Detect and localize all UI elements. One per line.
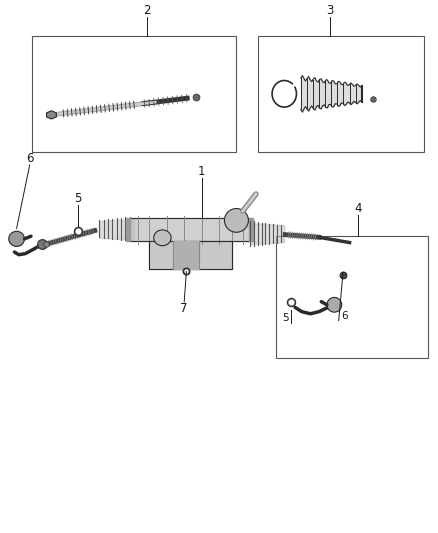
Ellipse shape	[224, 208, 248, 232]
Bar	[32, 36, 237, 152]
Bar	[258, 36, 424, 152]
Polygon shape	[46, 111, 57, 119]
Text: 6: 6	[341, 311, 347, 321]
Text: 1: 1	[198, 165, 205, 178]
Text: 3: 3	[326, 4, 334, 17]
Text: 5: 5	[282, 313, 289, 323]
Text: 5: 5	[74, 191, 81, 205]
Text: 7: 7	[180, 302, 188, 315]
Text: 4: 4	[354, 202, 362, 215]
Ellipse shape	[9, 231, 25, 246]
Text: 6: 6	[26, 152, 33, 165]
Ellipse shape	[327, 297, 342, 312]
Text: 2: 2	[143, 4, 151, 17]
Bar	[276, 236, 428, 358]
Ellipse shape	[154, 230, 171, 246]
